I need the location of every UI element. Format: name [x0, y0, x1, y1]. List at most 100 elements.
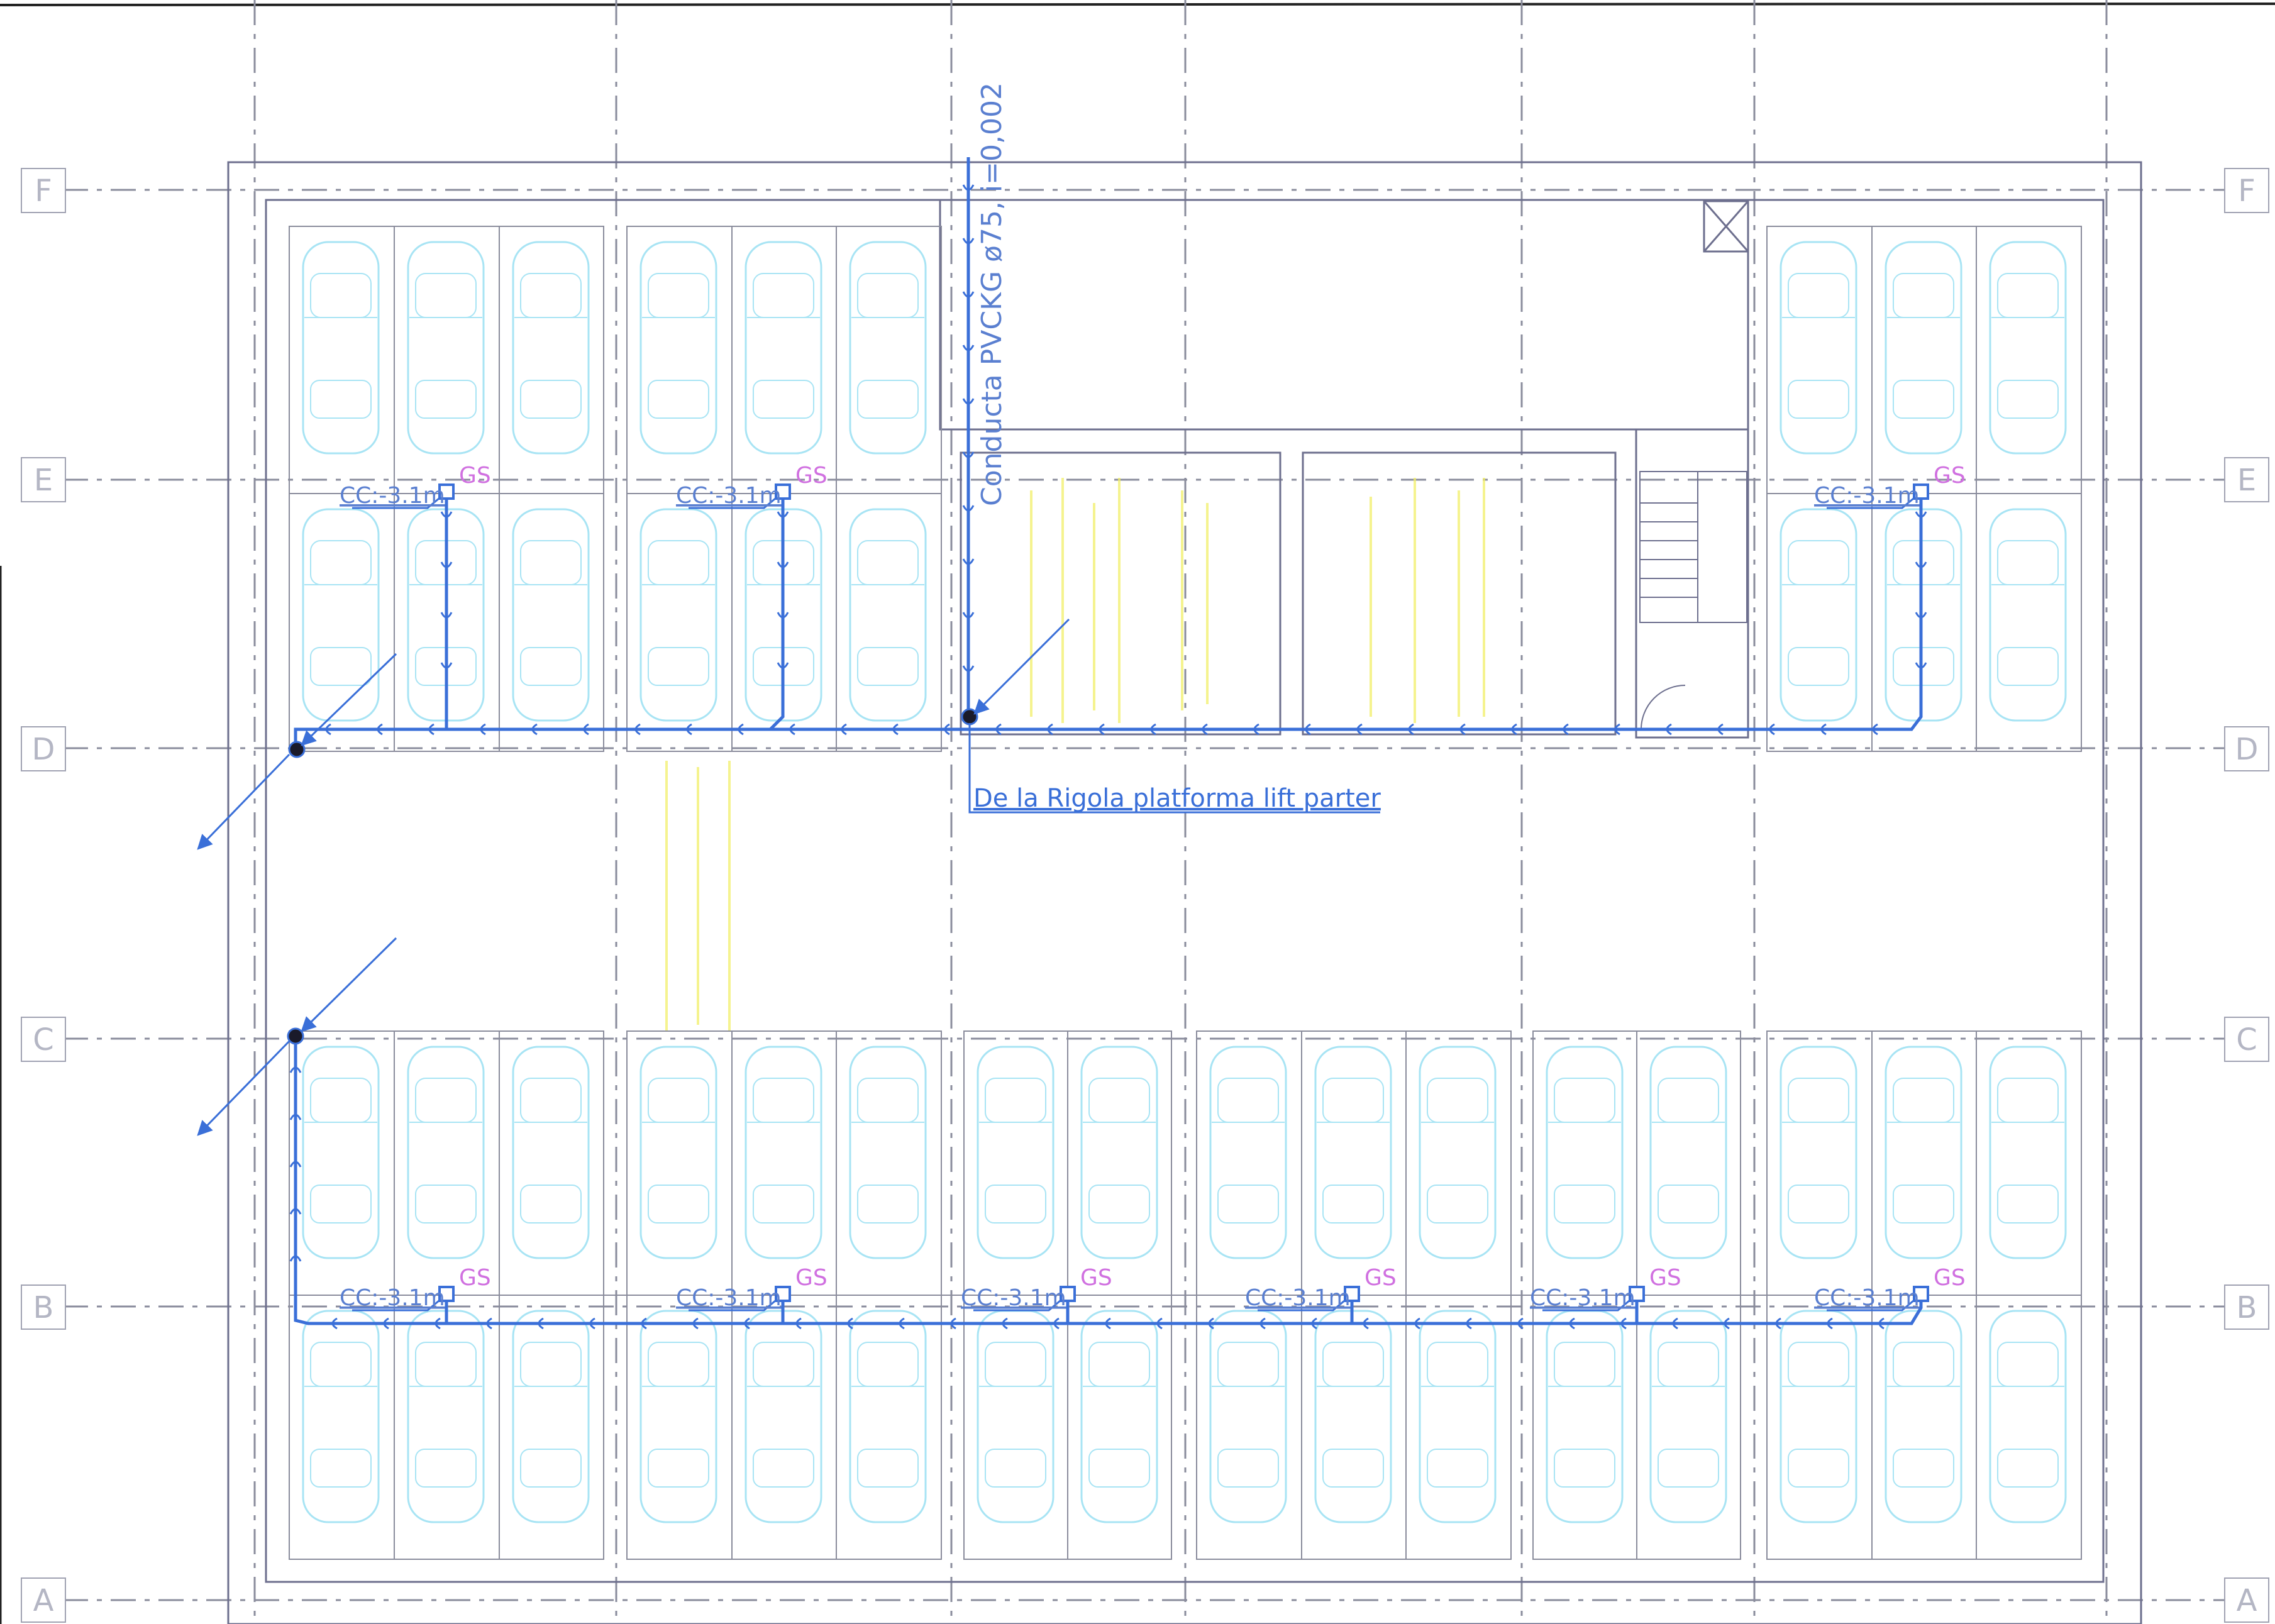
drains-upper: CC:-3.1m GS CC:-3.1m GS CC:-3.1m GS: [340, 463, 1966, 509]
car-icon: [639, 1046, 717, 1259]
pipe-tick: [1915, 511, 1927, 518]
pipe-tick: [789, 723, 795, 736]
pipe-tick: [1408, 723, 1414, 736]
drain-code-label: GS: [1934, 463, 1966, 489]
car-icon: [302, 508, 380, 722]
pipe-tick: [440, 662, 453, 669]
car-icon: [1546, 1310, 1624, 1523]
car-icon: [302, 1046, 380, 1259]
grid-label-b-right: B: [2237, 1290, 2257, 1325]
floor-drain: [1629, 1286, 1645, 1302]
car-icon: [1209, 1046, 1287, 1259]
car-icon: [302, 1310, 380, 1523]
pipe-tick: [1259, 1317, 1266, 1330]
grid-label-f-right: F: [2238, 174, 2256, 209]
pipe-tick: [440, 561, 453, 568]
floor-drain: [438, 1286, 455, 1302]
pipe-tick: [995, 723, 1002, 736]
pipe-tick: [1724, 1317, 1730, 1330]
grid-horizontal: [63, 189, 2226, 1601]
conduit-label: Conducta PVCKG ø75, i=0,002: [976, 82, 1008, 506]
pipe-tick: [583, 723, 589, 736]
pipe-tick: [1872, 723, 1878, 736]
drain-depth-label: CC:-3.1m: [340, 1285, 445, 1311]
pipe-tick: [1775, 1317, 1781, 1330]
pipe-tick: [1769, 723, 1775, 736]
car-icon: [1989, 241, 2067, 455]
pipe-tick: [777, 662, 789, 669]
grid-label-a-right: A: [2237, 1583, 2257, 1618]
pipe-tick: [289, 1255, 302, 1262]
drain-code-label: GS: [1080, 1265, 1112, 1291]
pipe-tick: [377, 723, 383, 736]
pipe-tick: [795, 1317, 802, 1330]
drain-leader: [352, 494, 444, 509]
drain-leader: [973, 1296, 1065, 1312]
drain-leader: [352, 1296, 444, 1312]
car-icon: [849, 241, 927, 455]
pipe-tick: [435, 1317, 441, 1330]
pipe-tick: [962, 612, 975, 619]
pipe-tick: [777, 561, 789, 568]
grid-label-d-right: D: [2235, 732, 2259, 767]
car-icon: [849, 1046, 927, 1259]
service-rooms: [960, 451, 1617, 736]
grid-bubbles: [21, 168, 2269, 1623]
car-icon: [1989, 1046, 2067, 1259]
pipe-tick: [1569, 1317, 1575, 1330]
pipe-tick: [428, 723, 435, 736]
car-icon: [744, 1046, 822, 1259]
stair: [1639, 471, 1747, 730]
car-icon: [407, 241, 485, 455]
car-icon: [407, 1310, 485, 1523]
grid-label-f: F: [35, 174, 52, 209]
floor-drain: [1060, 1286, 1076, 1302]
grid-label-e: E: [34, 463, 53, 498]
pipe-tick: [1511, 723, 1517, 736]
pipe-tick: [1305, 723, 1311, 736]
yellow-highlights: [665, 478, 1485, 1031]
car-icon: [1780, 241, 1857, 455]
pipe-tick: [1614, 723, 1620, 736]
drain-code-label: GS: [459, 1265, 491, 1291]
floor-drain: [1913, 483, 1929, 500]
car-icon: [1780, 1310, 1857, 1523]
drain-depth-label: CC:-3.1m: [1814, 1285, 1920, 1311]
drain-depth-label: CC:-3.1m: [340, 483, 445, 509]
car-icon: [1780, 1046, 1857, 1259]
pipe-tick: [480, 723, 486, 736]
pipe-tick: [1105, 1317, 1111, 1330]
drain-code-label: GS: [795, 1265, 828, 1291]
drain-code-label: GS: [1649, 1265, 1681, 1291]
drain-leader: [689, 494, 780, 509]
drain-leader: [1258, 1296, 1349, 1312]
pipe-tick: [440, 511, 453, 518]
pipe-tick: [738, 723, 744, 736]
car-icon: [1649, 1046, 1727, 1259]
drain-leader: [1827, 1296, 1918, 1312]
pipe-tick: [289, 1161, 302, 1168]
grid-label-b: B: [33, 1290, 54, 1325]
pipe-tick: [1666, 723, 1672, 736]
grid-label-d: D: [32, 732, 55, 767]
drain-code-label: GS: [1364, 1265, 1397, 1291]
car-icon: [1885, 241, 1962, 455]
grid-label-c: C: [33, 1022, 54, 1058]
drain-depth-label: CC:-3.1m: [1245, 1285, 1351, 1311]
car-icon: [1885, 1310, 1962, 1523]
pipe-tick: [962, 665, 975, 672]
drain-depth-label: CC:-3.1m: [1814, 483, 1920, 509]
floor-drain: [1913, 1286, 1929, 1302]
pipe-tick: [1820, 723, 1827, 736]
pipe-ticks: [289, 184, 1927, 1330]
pipe-tick: [1414, 1317, 1420, 1330]
drain-leader: [689, 1296, 780, 1312]
pipe-tick: [1356, 723, 1363, 736]
car-icon: [1989, 508, 2067, 722]
flow-arrows: [197, 618, 1070, 1136]
pipe-tick: [892, 723, 899, 736]
pipe-tick: [1915, 662, 1927, 669]
car-icon: [1885, 1046, 1962, 1259]
pipe-tick: [1717, 723, 1724, 736]
